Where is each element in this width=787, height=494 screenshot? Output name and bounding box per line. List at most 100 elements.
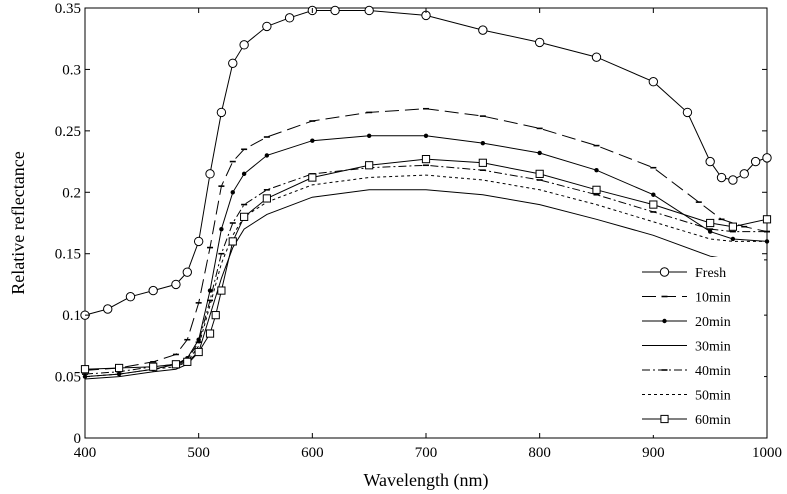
x-tick-label: 800	[528, 445, 551, 461]
data-point-20min	[264, 153, 270, 158]
data-point-60min	[205, 329, 215, 338]
data-point-20min	[230, 190, 235, 195]
data-point-60min	[228, 237, 237, 246]
data-point-fresh	[205, 169, 215, 179]
data-point-fresh	[716, 172, 727, 183]
data-point-fresh	[534, 37, 545, 48]
data-point-fresh	[182, 267, 193, 277]
series-layer	[80, 5, 772, 380]
data-point-20min	[207, 288, 213, 293]
data-point-fresh	[228, 58, 238, 68]
data-point-fresh	[364, 5, 374, 16]
data-point-fresh	[478, 25, 488, 35]
y-tick-label: 0.25	[55, 124, 81, 140]
legend-label: 20min	[695, 315, 731, 330]
x-axis-title: Wavelength (nm)	[363, 470, 488, 491]
y-tick-label: 0.1	[62, 308, 81, 324]
data-point-fresh	[750, 156, 761, 167]
data-point-20min	[594, 167, 599, 173]
data-point-60min	[171, 360, 181, 369]
data-point-20min	[310, 138, 315, 143]
data-point-fresh	[682, 107, 693, 118]
data-point-60min	[115, 363, 124, 373]
data-point-20min	[219, 226, 224, 232]
data-point-20min	[366, 133, 372, 138]
legend-label: 50min	[695, 389, 731, 404]
data-point-60min	[365, 161, 374, 170]
series-line-40min	[84, 164, 767, 375]
data-point-60min	[194, 347, 203, 357]
legend-label: 30min	[695, 340, 731, 355]
legend-item-60min: 60min	[642, 413, 731, 428]
x-tick-label: 500	[187, 445, 210, 461]
x-tick-label: 400	[74, 445, 97, 461]
legend-item-20min: 20min	[642, 315, 731, 330]
legend-item-50min: 50min	[642, 389, 731, 404]
data-point-20min	[537, 150, 542, 156]
y-axis-title: Relative reflectance	[8, 151, 28, 294]
data-point-20min	[480, 140, 486, 146]
x-tick-label: 1000	[752, 445, 782, 461]
data-point-fresh	[284, 13, 295, 23]
data-point-fresh	[193, 236, 204, 247]
data-point-fresh	[739, 169, 749, 179]
axis-layer: 400 500 600 700 800 900 1000 0 0.05 0.1 0.15 0.2 0.2…	[55, 1, 782, 461]
y-tick-label: 0	[74, 431, 82, 447]
data-point-60min	[535, 169, 544, 178]
data-point-fresh	[591, 52, 602, 62]
data-point-fresh	[330, 5, 340, 16]
legend-label: 10min	[695, 291, 731, 306]
data-point-fresh	[648, 77, 659, 87]
data-point-fresh	[171, 279, 181, 290]
legend-label: 40min	[695, 364, 731, 379]
data-point-60min	[183, 357, 192, 366]
data-point-60min	[592, 185, 601, 194]
data-point-fresh	[239, 40, 249, 50]
legend-item-40min: 40min	[642, 364, 731, 379]
data-point-60min	[649, 200, 658, 209]
data-point-fresh	[216, 107, 227, 118]
y-tick-label: 0.3	[62, 62, 81, 78]
data-point-20min	[651, 192, 656, 197]
data-point-fresh	[148, 285, 158, 296]
legend-item-30min: 30min	[642, 340, 731, 355]
legend-marker	[662, 318, 667, 324]
data-point-fresh	[125, 292, 136, 302]
data-point-fresh	[262, 21, 272, 32]
series-line-fresh	[84, 10, 768, 316]
series-line-60min	[84, 158, 768, 370]
data-point-20min	[423, 133, 429, 138]
series-60min	[80, 155, 772, 374]
data-point-fresh	[728, 175, 738, 185]
legend-marker	[660, 414, 669, 424]
data-point-fresh	[762, 153, 772, 163]
data-point-60min	[478, 158, 487, 167]
series-fresh	[80, 5, 772, 320]
data-point-60min	[762, 215, 772, 224]
legend-label: 60min	[695, 413, 731, 428]
x-tick-label: 600	[301, 445, 324, 461]
x-tick-label: 900	[642, 445, 665, 461]
legend: Fresh 10min 20min 30min 40min 50min 60min	[636, 257, 764, 435]
data-point-60min	[421, 155, 431, 164]
y-tick-label: 0.35	[55, 1, 81, 17]
legend-marker	[659, 267, 670, 277]
data-point-20min	[241, 171, 247, 177]
y-tick-label: 0.05	[55, 370, 81, 386]
legend-item-fresh: Fresh	[642, 266, 726, 281]
data-point-60min	[706, 218, 715, 228]
data-point-60min	[217, 286, 226, 295]
data-point-60min	[211, 311, 220, 320]
y-tick-label: 0.15	[55, 247, 81, 263]
data-point-60min	[262, 194, 271, 203]
data-point-60min	[240, 212, 249, 221]
data-point-20min	[116, 371, 122, 377]
data-point-60min	[308, 173, 317, 182]
x-tick-label: 700	[415, 445, 438, 461]
legend-item-10min: 10min	[642, 291, 731, 306]
data-point-60min	[728, 222, 737, 231]
data-point-20min	[730, 236, 736, 242]
data-point-fresh	[103, 304, 113, 314]
y-tick-label: 0.2	[62, 185, 81, 201]
